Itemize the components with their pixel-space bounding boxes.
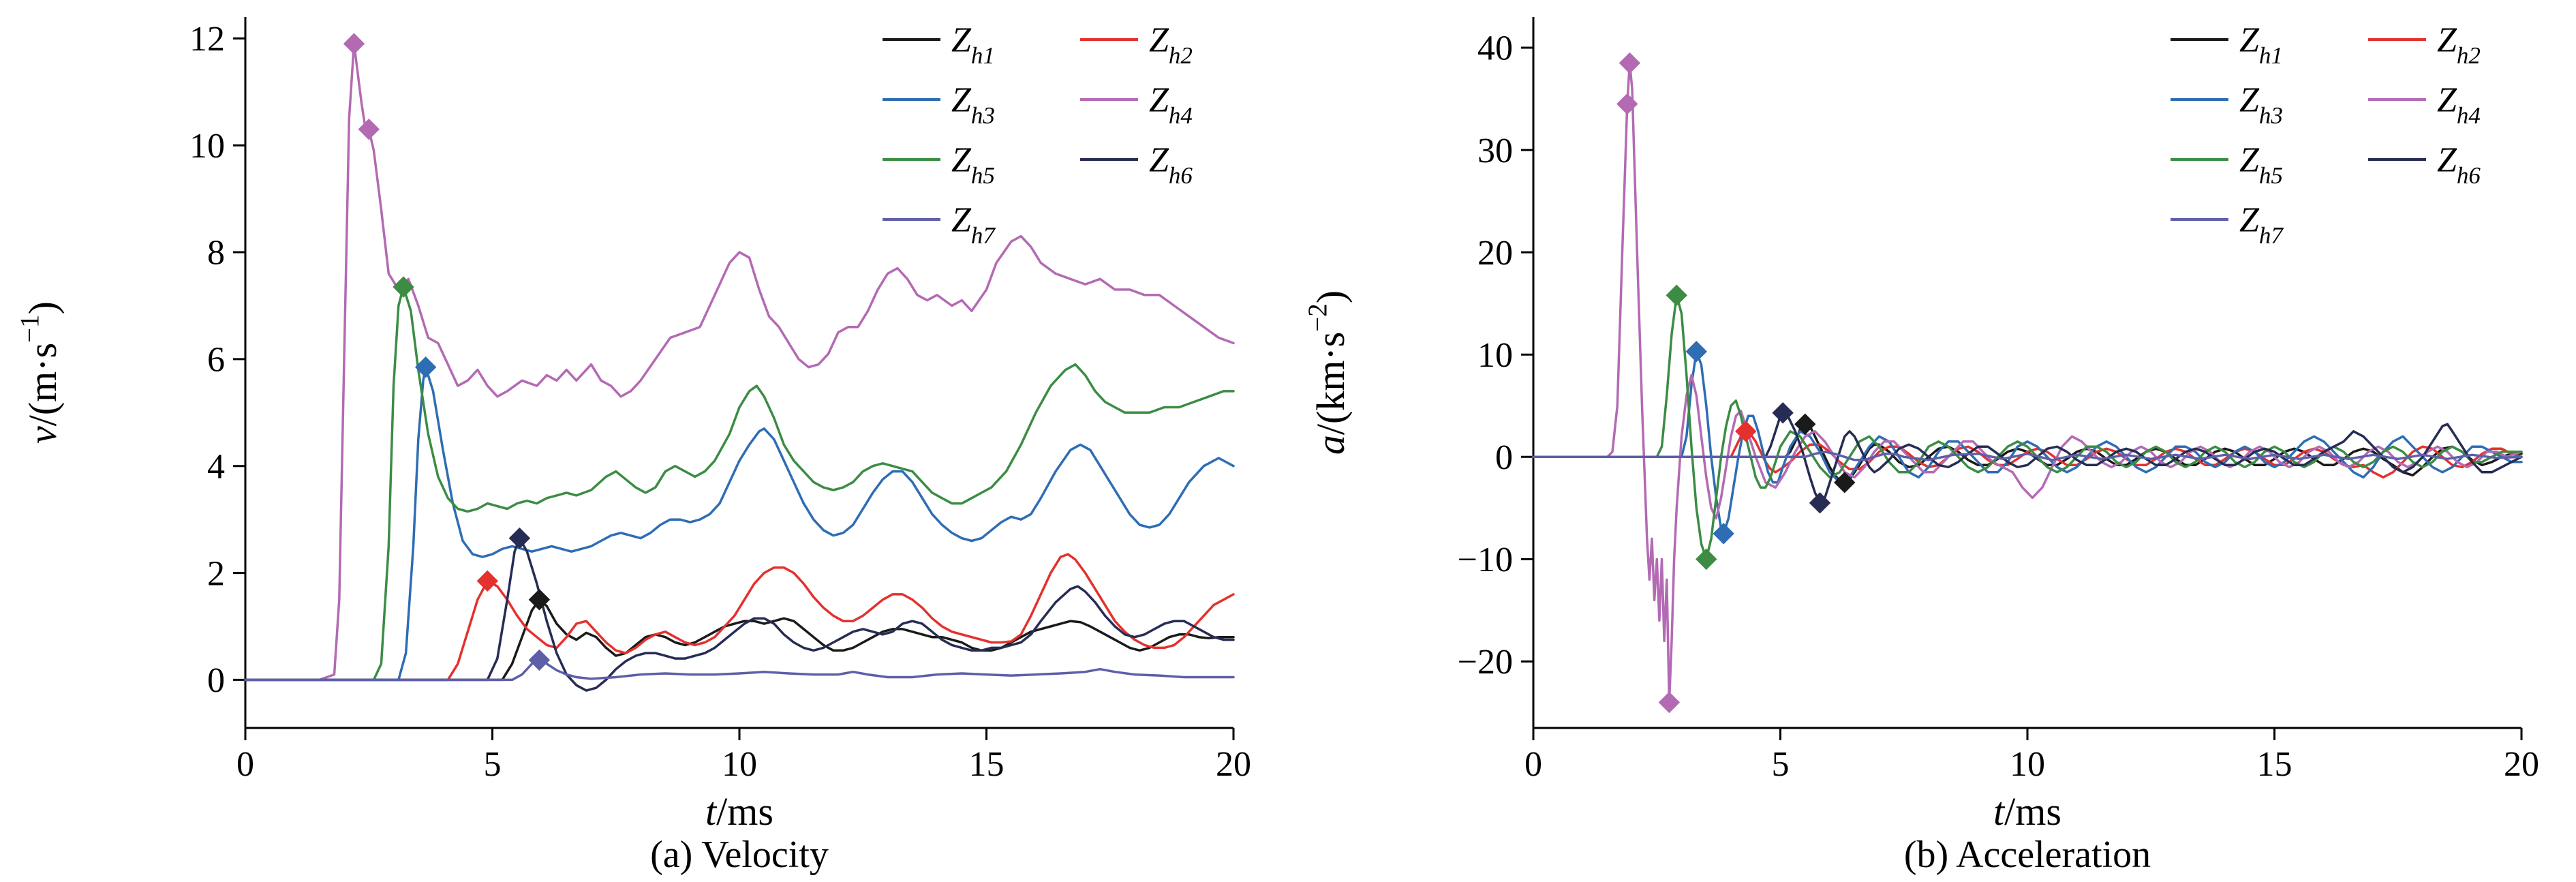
peak-marker-Zh3 [1713,523,1734,545]
y-tick-label: 30 [1477,132,1513,170]
x-axis-label: t/ms [705,789,773,834]
y-tick-label: 12 [189,20,225,59]
series-line-Zh5 [1532,294,2523,561]
legend-label-Zh1: Zh1 [2239,21,2283,69]
legend-label-Zh4: Zh4 [2437,81,2481,129]
legend: Zh1 Zh2 Zh3 Zh4 Zh5 Zh6 Zh7 [883,21,1193,249]
peak-marker-Zh1 [1834,472,1856,493]
series-line-Zh6 [244,536,1235,692]
x-axis-ticks: 0 5 10 15 20 [1524,728,2539,784]
x-axis-ticks: 0 5 10 15 20 [236,728,1251,784]
x-tick-label: 0 [1524,745,1542,784]
y-axis-ticks: 0 2 4 6 8 10 12 [189,20,245,700]
legend: Zh1 Zh2 Zh3 Zh4 Zh5 Zh6 Zh7 [2171,21,2481,249]
x-tick-label: 15 [2257,745,2293,784]
legend-label-Zh2: Zh2 [2437,21,2481,69]
legend-label-Zh2: Zh2 [1149,21,1193,69]
x-tick-label: 5 [1772,745,1790,784]
peak-marker-Zh4 [1619,52,1641,74]
x-tick-label: 0 [236,745,254,784]
y-tick-label: 2 [207,554,225,593]
x-axis-label: t/ms [1993,789,2061,834]
peak-marker-Zh3 [1685,341,1707,363]
peak-marker-Zh6 [508,527,531,549]
y-tick-label: 8 [207,234,225,273]
y-tick-label: 40 [1477,29,1513,68]
legend-label-Zh4: Zh4 [1149,81,1193,129]
x-tick-label: 10 [2010,745,2045,784]
x-tick-label: 20 [1216,745,1251,784]
y-tick-label: −20 [1458,643,1513,682]
series-line-Zh1 [244,598,1235,682]
y-tick-label: 0 [1495,438,1513,477]
legend-label-Zh7: Zh7 [951,201,996,249]
series-line-Zh4 [244,42,1235,682]
y-axis-label: v/(m·s−1) [15,301,65,444]
peak-marker-Zh4 [1616,93,1638,115]
peak-marker-Zh5 [393,276,414,298]
y-tick-label: 20 [1477,234,1513,273]
legend-label-Zh5: Zh5 [2239,141,2283,189]
legend-label-Zh3: Zh3 [951,81,995,129]
legend-label-Zh6: Zh6 [2437,141,2481,189]
legend-label-Zh1: Zh1 [951,21,995,69]
peak-marker-Zh4 [343,33,365,55]
peak-marker-Zh6 [1772,402,1794,424]
velocity-chart-panel: 0 5 10 15 20 0 2 4 6 8 10 12 v/(m·s−1) t/ms Zh1 Zh2 Zh3 Z… [15,17,1251,876]
series-lines [244,42,1235,692]
peak-marker-Zh1 [528,589,551,611]
series-line-Zh5 [244,286,1235,682]
y-tick-label: −10 [1458,541,1513,579]
x-tick-label: 10 [722,745,757,784]
y-tick-label: 10 [189,127,225,166]
peak-marker-Zh5 [1696,548,1717,571]
series-line-Zh3 [244,365,1235,682]
series-line-Zh7 [1532,451,2523,461]
y-axis-label: a/(km·s−2) [1303,290,1353,455]
x-tick-label: 15 [969,745,1005,784]
peak-marker-Zh6 [1809,492,1831,514]
acceleration-caption: (b) Acceleration [1903,834,2151,876]
peak-marker-Zh4 [358,118,380,140]
peak-marker-Zh2 [476,570,498,592]
peak-marker-Zh3 [414,356,437,378]
legend-label-Zh7: Zh7 [2239,201,2284,249]
y-axis-ticks: −20 −10 0 10 20 30 40 [1458,29,1533,682]
legend-label-Zh5: Zh5 [951,141,995,189]
acceleration-chart-panel: 0 5 10 15 20 −20 −10 0 10 20 30 40 a/(km·s−2) t/ms Zh1… [1288,0,2576,882]
acceleration-chart: 0 5 10 15 20 −20 −10 0 10 20 30 40 a/(km·s−2) t/ms Zh1… [1303,17,2539,834]
peak-marker-Zh2 [1735,421,1757,442]
x-tick-label: 20 [2504,745,2539,784]
peak-marker-Zh4 [1658,691,1681,714]
y-tick-label: 10 [1477,336,1513,375]
y-tick-label: 4 [207,447,225,486]
peak-markers [1616,52,1856,714]
peak-markers [343,33,551,671]
y-tick-label: 0 [207,661,225,700]
velocity-caption: (a) Velocity [650,834,829,876]
series-line-Zh2 [244,553,1235,682]
legend-label-Zh6: Zh6 [1149,141,1193,189]
x-tick-label: 5 [484,745,502,784]
peak-marker-Zh1 [1794,413,1816,435]
legend-label-Zh3: Zh3 [2239,81,2283,129]
axes [1532,17,2521,729]
peak-marker-Zh7 [528,649,551,671]
peak-marker-Zh5 [1666,284,1687,306]
series-line-Zh2 [1532,430,2523,479]
y-tick-label: 6 [207,341,225,380]
series-line-Zh7 [244,658,1235,682]
